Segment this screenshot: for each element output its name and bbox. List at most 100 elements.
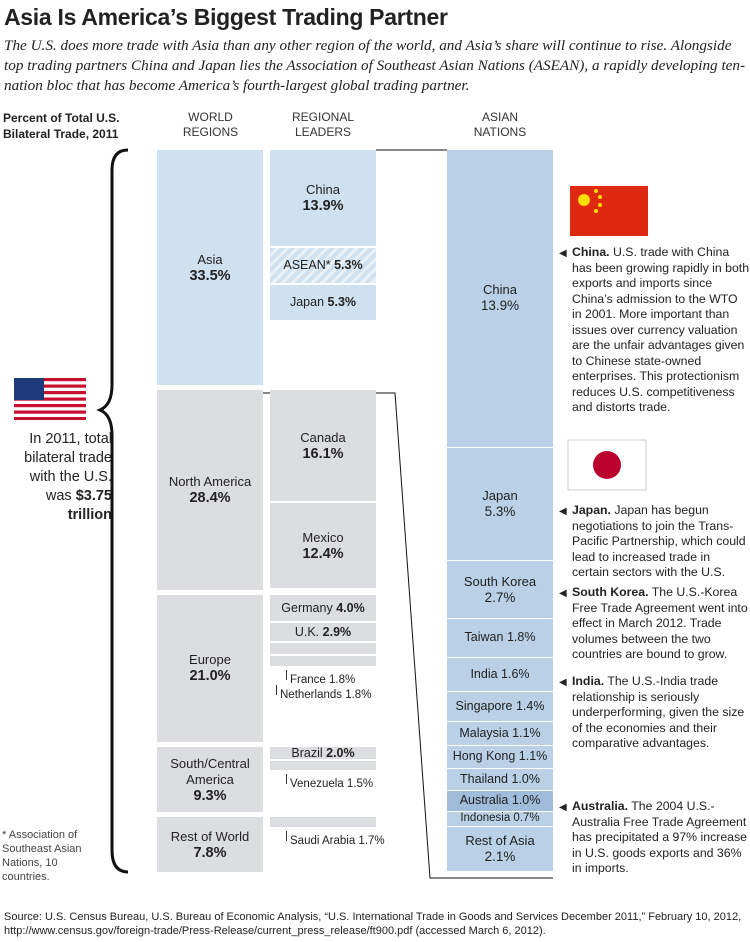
note-pointer: ◀ [559,802,567,813]
leader-value: 1.5% [346,777,374,790]
nation-name: Malaysia [459,725,509,740]
nation-name: Australia [459,793,509,808]
note-pointer: ◀ [559,677,567,688]
note-text: The U.S.-Korea Free Trade Agreement went… [572,585,748,661]
leader-block: Japan 5.3% [270,284,376,320]
leader-block: Mexico 12.4% [270,503,376,589]
nation-block: Rest of Asia 2.1% [447,827,553,872]
subtitle: The U.S. does more trade with Asia than … [4,37,746,94]
region-value: 33.5% [189,267,231,284]
axis-label: Percent of Total U.S. Bilateral Trade, 2… [3,111,120,141]
nation-name: Japan [482,488,518,504]
leader-value: 4.0% [336,600,365,615]
leader-block [270,642,376,654]
region-block: South/Central America 9.3% [157,746,263,813]
note-lead: South Korea. [572,585,649,599]
leader-callout: Netherlands 1.8% [280,689,371,701]
nation-name: Taiwan [464,630,504,645]
nation-block: Thailand 1.0% [447,769,553,791]
column-header: WORLD REGIONS [182,110,239,139]
nation-label: Hong Kong 1.1% [453,750,548,763]
region-value: 9.3% [193,787,227,804]
leader-callout: Saudi Arabia 1.7% [290,835,385,847]
note-pointer: ◀ [559,248,567,259]
note: ◀ India. The U.S.-India trade relationshi… [559,674,750,752]
leader-name: Brazil [291,745,323,760]
leader-line [286,773,287,784]
leader-callout: France 1.8% [290,674,355,686]
nation-name: Singapore [455,699,513,714]
leader-value: 1.8% [345,689,372,702]
nation-value: 1.8% [506,630,536,645]
nation-block: Taiwan 1.8% [447,619,553,658]
leader-name: Venezuela [290,777,344,790]
nation-value: 2.7% [484,589,516,605]
nation-name: Hong Kong [452,749,516,764]
leader-line [286,831,287,842]
nation-name: South Korea [463,573,537,589]
nation-label: India 1.6% [470,666,529,681]
nation-block: Australia 1.0% [447,790,553,812]
leader-label: Brazil 2.0% [291,745,354,761]
leader-callout: Venezuela 1.5% [290,778,373,790]
region-value: 7.8% [193,844,227,861]
region-block: Asia 33.5% [157,150,263,386]
leader-block [270,655,376,667]
leader-label: Japan 5.3% [290,294,356,310]
leader-block [270,817,376,828]
nation-value: 1.0% [511,771,540,786]
us-flag [14,378,86,420]
leader-name: Canada [300,429,346,445]
leader-block: U.K. 2.9% [270,622,376,641]
note-lead: India. [572,674,605,688]
nation-block: South Korea 2.7% [447,561,553,620]
region-value: 28.4% [189,489,231,506]
leader-line [286,670,287,681]
leader-value: 1.8% [329,674,356,687]
leader-name: Germany [281,600,333,615]
footnote: * Association of Southeast Asian Nations… [2,829,82,883]
nation-name: Rest of Asia [465,832,535,848]
nation-name: Indonesia [460,812,511,825]
china-flag [570,186,648,236]
note: ◀ China. U.S. trade with China has been g… [559,245,750,416]
region-block: North America 28.4% [157,390,263,590]
nation-value: 2.1% [484,848,516,864]
nation-block: China 13.9% [447,150,553,448]
total-value: $3.75 trillion [67,488,112,523]
region-block: Europe 21.0% [157,594,263,742]
nation-block: India 1.6% [447,657,553,693]
region-name: Rest of World [170,828,250,844]
leader-value: 12.4% [302,545,344,562]
note-pointer: ◀ [559,506,567,517]
note: ◀ Australia. The 2004 U.S.-Australia Free… [559,799,750,877]
note-lead: China. [572,245,610,259]
leader-value: 5.3% [334,258,363,273]
nation-name: Thailand [460,771,508,786]
nation-value: 5.3% [484,504,516,520]
nation-name: India [470,666,498,681]
leader-name: France [290,674,326,687]
leader-name: Netherlands [280,689,343,702]
source: Source: U.S. Census Bureau, U.S. Bureau … [4,911,742,937]
leader-name: China [306,181,340,197]
leader-name: ASEAN* [283,258,331,273]
leader-name: Saudi Arabia [290,835,356,848]
note-text: The U.S.-India trade relationship is ser… [572,674,745,750]
bracket [96,148,129,874]
note-text: The 2004 U.S.-Australia Free Trade Agree… [572,799,747,875]
region-name: Europe [189,652,231,668]
note-text: U.S. trade with China has been growing r… [572,245,750,414]
leader-block: Germany 4.0% [270,594,376,621]
nation-label: Taiwan 1.8% [465,631,536,644]
leader-value: 16.1% [302,445,344,462]
leader-label: ASEAN* 5.3% [283,257,362,273]
nation-value: 1.1% [512,725,541,740]
nation-name: China [483,282,517,298]
note-pointer: ◀ [559,588,567,599]
region-name: Asia [197,251,223,267]
nation-label: Australia 1.0% [460,794,541,807]
nation-block: Malaysia 1.1% [447,722,553,746]
